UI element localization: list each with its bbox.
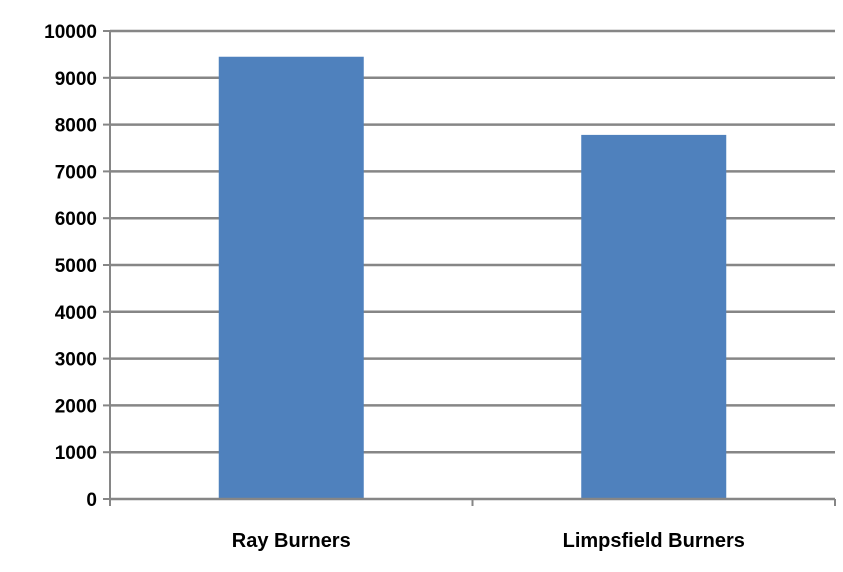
y-tick-label: 5000 (55, 256, 97, 277)
y-tick-label: 2000 (55, 396, 97, 417)
y-tick-label: 8000 (55, 116, 97, 137)
x-tick-labels: Ray Burners Limpsfield Burners (232, 530, 745, 552)
y-tick-label: 9000 (55, 69, 97, 90)
x-tick-label: Ray Burners (232, 530, 351, 552)
y-tick-label: 0 (86, 490, 97, 511)
x-tick-label: Limpsfield Burners (563, 530, 745, 552)
y-tick-label: 7000 (55, 162, 97, 183)
y-tick-label: 1000 (55, 443, 97, 464)
bar (581, 134, 727, 499)
bar (218, 56, 364, 500)
y-tick-label: 4000 (55, 303, 97, 324)
y-tick-label: 10000 (44, 22, 97, 43)
bars (218, 56, 727, 500)
axes (103, 30, 836, 506)
y-tick-label: 6000 (55, 209, 97, 230)
y-tick-labels: 0 1000 2000 3000 4000 5000 6000 7000 8000 9000 100… (44, 22, 97, 511)
y-tick-label: 3000 (55, 350, 97, 371)
